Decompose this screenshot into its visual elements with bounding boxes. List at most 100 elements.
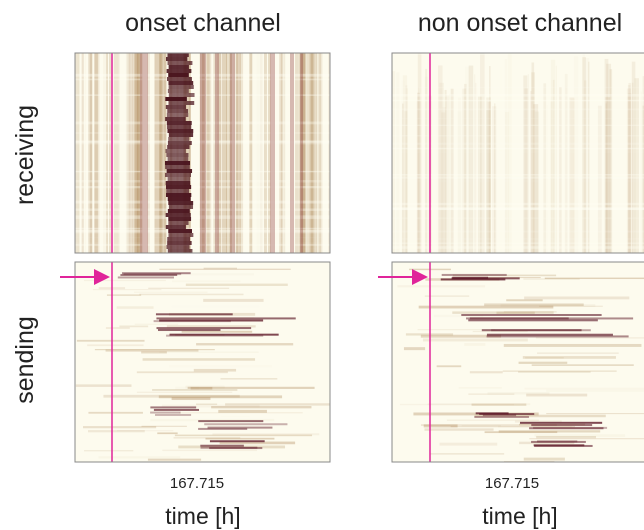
texture xyxy=(206,53,210,253)
texture xyxy=(477,96,482,253)
texture xyxy=(423,424,458,428)
texture xyxy=(171,306,259,308)
texture xyxy=(392,99,644,102)
texture xyxy=(75,170,330,173)
texture xyxy=(159,351,259,353)
texture xyxy=(442,107,446,253)
texture xyxy=(534,111,540,253)
texture xyxy=(536,435,597,439)
texture xyxy=(168,101,195,105)
texture xyxy=(450,425,576,428)
texture xyxy=(405,85,408,253)
column-title: onset channel xyxy=(125,9,281,37)
texture xyxy=(263,53,267,253)
texture xyxy=(392,53,644,55)
texture xyxy=(178,445,286,449)
texture xyxy=(550,59,556,253)
texture xyxy=(131,53,134,253)
texture xyxy=(75,94,330,96)
texture xyxy=(165,185,192,189)
texture xyxy=(464,343,486,346)
texture xyxy=(217,53,222,253)
texture xyxy=(268,53,271,253)
texture xyxy=(441,273,507,276)
x-tick-label: 167.715 xyxy=(485,475,539,492)
texture xyxy=(502,370,617,372)
texture xyxy=(168,201,194,205)
texture xyxy=(134,323,179,325)
texture xyxy=(98,456,181,459)
texture xyxy=(448,94,451,253)
texture xyxy=(207,426,273,429)
texture xyxy=(445,95,449,253)
texture xyxy=(168,73,189,77)
texture xyxy=(126,53,131,253)
texture xyxy=(173,436,241,439)
texture xyxy=(444,89,447,253)
texture xyxy=(537,352,619,354)
texture xyxy=(169,333,279,336)
texture xyxy=(628,82,632,253)
texture xyxy=(188,53,191,253)
texture xyxy=(103,53,108,253)
texture xyxy=(233,53,238,253)
texture xyxy=(150,406,197,409)
texture xyxy=(609,69,613,253)
texture xyxy=(135,53,139,253)
texture xyxy=(156,317,296,320)
texture xyxy=(195,403,218,405)
texture xyxy=(105,349,199,352)
texture xyxy=(406,88,408,253)
texture xyxy=(205,437,275,440)
x-axis-label: time [h] xyxy=(482,503,557,529)
texture xyxy=(75,73,330,77)
texture xyxy=(163,53,167,253)
texture xyxy=(500,304,596,307)
texture xyxy=(441,112,446,253)
texture xyxy=(524,387,644,390)
texture xyxy=(165,213,191,217)
texture xyxy=(75,248,330,250)
texture xyxy=(531,72,535,253)
texture xyxy=(92,289,162,291)
texture xyxy=(200,53,206,253)
texture xyxy=(215,53,219,253)
texture xyxy=(165,97,187,101)
texture xyxy=(175,387,199,390)
texture xyxy=(196,343,294,346)
texture xyxy=(298,53,301,253)
texture xyxy=(480,53,485,253)
texture xyxy=(304,53,307,253)
texture xyxy=(83,279,166,282)
texture xyxy=(168,137,190,141)
texture xyxy=(166,169,193,173)
texture xyxy=(167,125,192,129)
texture xyxy=(159,53,162,253)
texture xyxy=(103,53,104,253)
texture xyxy=(168,133,194,137)
texture xyxy=(168,205,194,209)
texture xyxy=(76,339,145,342)
texture xyxy=(75,217,330,220)
texture xyxy=(75,242,330,245)
texture xyxy=(555,65,557,253)
texture xyxy=(167,77,192,81)
texture xyxy=(392,124,644,126)
texture xyxy=(190,273,254,275)
texture xyxy=(531,364,634,366)
texture xyxy=(469,371,503,374)
texture xyxy=(139,53,143,253)
texture xyxy=(474,74,476,253)
row-label: sending xyxy=(11,316,39,404)
texture xyxy=(138,53,143,253)
texture xyxy=(569,97,575,253)
texture xyxy=(161,404,260,408)
texture xyxy=(218,409,267,413)
texture xyxy=(328,53,330,253)
texture xyxy=(109,53,111,253)
texture xyxy=(147,458,202,461)
texture xyxy=(392,176,644,179)
texture xyxy=(392,246,644,250)
texture xyxy=(75,139,330,142)
